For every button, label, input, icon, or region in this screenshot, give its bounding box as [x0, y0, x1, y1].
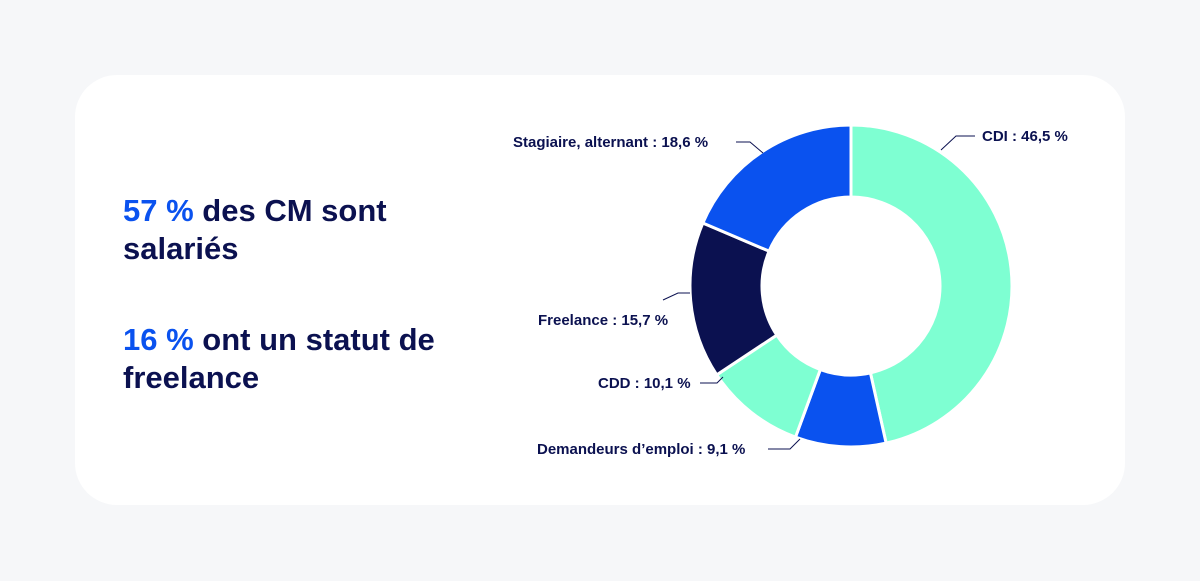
slice-stagiaire-alternant-label: Stagiaire, alternant : 18,6 % [513, 134, 708, 151]
headline-salaried-highlight: 57 % [123, 193, 194, 228]
slice-demandeurs-emploi-label: Demandeurs d’emploi : 9,1 % [537, 441, 745, 458]
headline-freelance-highlight: 16 % [123, 322, 194, 357]
leader-lines [662, 135, 975, 450]
slice-cdd-leader-line [700, 376, 724, 384]
slice-freelance-leader-line [662, 292, 690, 301]
headline-salaried: 57 % des CM sont salariés [123, 192, 443, 268]
slice-cdi [849, 123, 1014, 445]
headline-salaried-text: des CM sont salariés [123, 193, 387, 266]
slice-cdi-label: CDI : 46,5 % [982, 128, 1068, 145]
headline-freelance-text: ont un statut de freelance [123, 322, 435, 395]
slice-stagiaire-alternant [701, 123, 853, 253]
donut-slices [688, 123, 1014, 449]
slice-cdd-label: CDD : 10,1 % [598, 375, 691, 392]
slice-stagiaire-alternant-leader-line [736, 141, 764, 154]
slice-cdi-leader-line [940, 135, 975, 151]
headline-freelance: 16 % ont un statut de freelance [123, 321, 443, 397]
slice-freelance-label: Freelance : 15,7 % [538, 312, 668, 329]
slice-labels: CDI : 46,5 % Demandeurs d’emploi : 9,1 % C… [513, 128, 1068, 458]
slice-demandeurs-emploi-leader-line [768, 438, 801, 450]
